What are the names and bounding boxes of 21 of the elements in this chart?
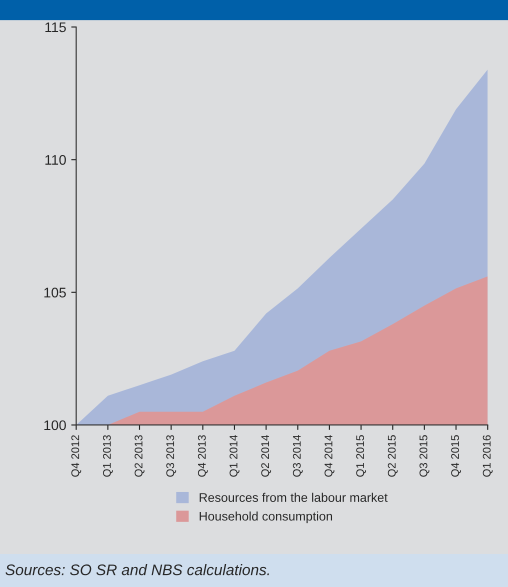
x-tick-label: Q3 2014 xyxy=(292,435,303,477)
x-tick-label: Q4 2014 xyxy=(324,435,334,477)
x-tick-label: Q1 2015 xyxy=(356,435,366,477)
x-tick-label: Q2 2013 xyxy=(134,435,144,477)
y-tick-label: 105 xyxy=(44,288,66,298)
x-tick-label: Q1 2014 xyxy=(230,435,240,477)
legend-label: Household consumption xyxy=(200,511,332,524)
x-tick-label: Q2 2015 xyxy=(388,435,398,477)
legend-label: Resources from the labour market xyxy=(200,492,388,502)
x-tick-label: Q3 2013 xyxy=(166,435,176,477)
x-tick-label: Q1 2016 xyxy=(482,435,493,477)
x-tick-label: Q4 2015 xyxy=(451,435,461,477)
y-tick-label: 115 xyxy=(45,22,66,32)
x-tick-label: Q1 2013 xyxy=(102,435,113,477)
y-tick-label: 110 xyxy=(45,155,66,165)
x-tick-label: Q2 2014 xyxy=(261,435,272,477)
y-tick-label: 100 xyxy=(44,420,66,430)
source-note: Sources: SO SR and NBS calculations. xyxy=(6,564,269,576)
x-tick-label: Q4 2012 xyxy=(71,435,82,477)
x-tick-label: Q4 2013 xyxy=(198,435,208,477)
x-tick-label: Q3 2015 xyxy=(419,435,430,477)
